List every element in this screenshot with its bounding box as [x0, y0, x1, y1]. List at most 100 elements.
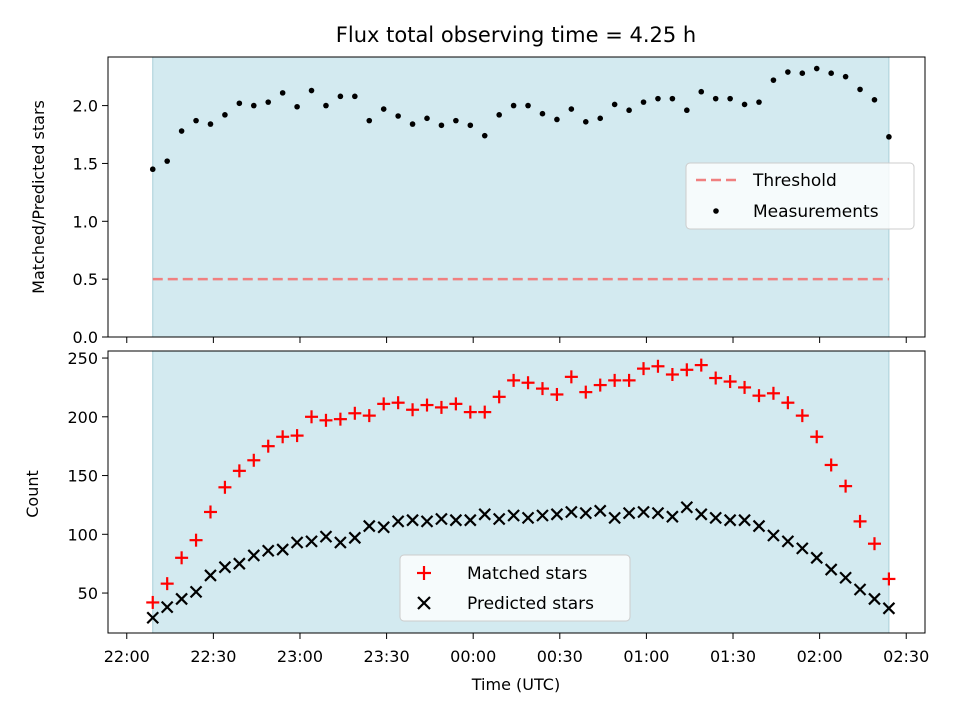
x-tick-label: 00:00 — [450, 647, 496, 666]
measurement-point — [568, 106, 575, 112]
matched-star-point — [766, 386, 780, 400]
predicted-star-point — [752, 519, 766, 533]
measurement-point — [250, 102, 257, 109]
predicted-star-point — [261, 544, 275, 558]
matched-star-point — [362, 409, 376, 423]
predicted-star-point — [362, 519, 376, 533]
measurement-point — [496, 112, 502, 118]
bottom-y-tick-label: 150 — [67, 467, 98, 486]
chart-title: Flux total observing time = 4.25 h — [336, 23, 696, 47]
predicted-star-point — [767, 529, 780, 542]
matched-star-point — [795, 409, 809, 423]
matched-star-point — [882, 572, 896, 586]
measurement-point — [525, 102, 531, 109]
top-x-axis-ticks — [126, 337, 907, 343]
predicted-star-point — [175, 592, 188, 606]
predicted-star-point — [160, 600, 174, 614]
matched-star-point — [723, 375, 737, 389]
legend-predicted-label: Predicted stars — [467, 594, 594, 614]
predicted-star-point — [218, 560, 232, 574]
measurement-point — [481, 132, 488, 139]
predicted-star-point — [565, 505, 578, 519]
matched-stars-points — [146, 358, 896, 609]
matched-star-point — [232, 464, 246, 478]
measurement-point — [554, 116, 560, 123]
matched-star-point — [406, 403, 420, 417]
matched-star-point — [564, 370, 578, 384]
x-tick-label: 01:00 — [623, 647, 669, 666]
matched-star-point — [507, 373, 521, 387]
measurement-point — [222, 112, 228, 118]
bottom-axes-frame — [107, 350, 926, 634]
predicted-star-point — [391, 515, 405, 528]
measurement-point — [857, 86, 863, 93]
predicted-star-point — [507, 509, 520, 522]
matched-star-point — [839, 479, 853, 493]
measurement-point — [886, 134, 892, 140]
measurement-point — [842, 73, 849, 80]
predicted-star-point — [521, 511, 535, 525]
top-y-tick-label: 0.5 — [73, 270, 98, 289]
matched-star-point — [608, 373, 622, 387]
predicted-star-point — [738, 513, 751, 527]
matched-star-point — [579, 385, 593, 399]
measurement-point — [611, 101, 618, 108]
measurement-point — [294, 103, 300, 110]
measurement-point — [409, 121, 416, 127]
measurement-point — [813, 65, 820, 72]
matched-star-point — [420, 398, 434, 412]
measurement-point — [756, 99, 762, 105]
bottom-legend-box — [399, 554, 631, 622]
bottom-panel: 50 100 150 200 250 22:00 22:30 23:00 23:30 00:00… — [23, 349, 929, 694]
matched-star-point — [781, 396, 795, 410]
predicted-star-point — [637, 505, 650, 519]
matched-star-point — [478, 405, 492, 419]
predicted-star-point — [723, 513, 737, 527]
predicted-star-point — [334, 536, 347, 549]
predicted-star-point — [233, 557, 246, 570]
measurement-point — [467, 122, 474, 129]
top-y-tick-label: 1.0 — [73, 212, 98, 231]
measurement-point — [770, 77, 777, 83]
bottom-y-axis-ticks: 50 100 150 200 250 — [67, 349, 108, 603]
x-tick-label: 02:30 — [883, 647, 929, 666]
top-y-tick-label: 1.5 — [73, 154, 98, 173]
matched-star-point — [535, 382, 549, 396]
bottom-legend: Matched stars Predicted stars — [399, 554, 631, 622]
measurement-point — [785, 69, 791, 75]
matched-star-point — [651, 359, 665, 373]
top-axes-frame — [107, 56, 926, 338]
matched-star-point — [160, 577, 174, 591]
predicted-star-point — [622, 506, 636, 520]
measurement-point — [712, 95, 719, 102]
top-y-axis-label: Matched/Predicted stars — [29, 100, 48, 294]
predicted-star-point — [276, 543, 289, 556]
predicted-star-point — [651, 506, 665, 520]
matched-star-point — [550, 387, 564, 401]
measurement-point — [279, 90, 286, 96]
measurement-point — [698, 88, 705, 95]
matched-star-point — [709, 371, 723, 385]
matched-star-point — [333, 412, 347, 426]
top-y-tick-label: 2.0 — [73, 97, 98, 116]
matched-star-point — [867, 537, 881, 551]
predicted-star-point — [348, 531, 362, 545]
legend-measurements-label: Measurements — [753, 202, 879, 222]
predicted-star-point — [536, 509, 549, 522]
measurement-point — [626, 107, 632, 114]
predicted-star-point — [579, 506, 593, 520]
x-tick-label: 02:00 — [797, 647, 843, 666]
matched-star-point — [824, 458, 838, 472]
matched-star-point — [305, 410, 319, 424]
matched-star-point — [146, 595, 160, 609]
matched-star-point — [391, 396, 405, 410]
x-tick-label: 22:00 — [104, 647, 150, 666]
predicted-star-point — [781, 535, 795, 548]
bottom-y-tick-label: 200 — [67, 408, 98, 427]
legend-matched-label: Matched stars — [467, 564, 587, 584]
top-panel: Flux total observing time = 4.25 h 0.00.… — [29, 23, 926, 347]
matched-star-point — [738, 380, 752, 394]
matched-star-point — [348, 406, 362, 420]
legend-threshold-label: Threshold — [752, 171, 837, 191]
